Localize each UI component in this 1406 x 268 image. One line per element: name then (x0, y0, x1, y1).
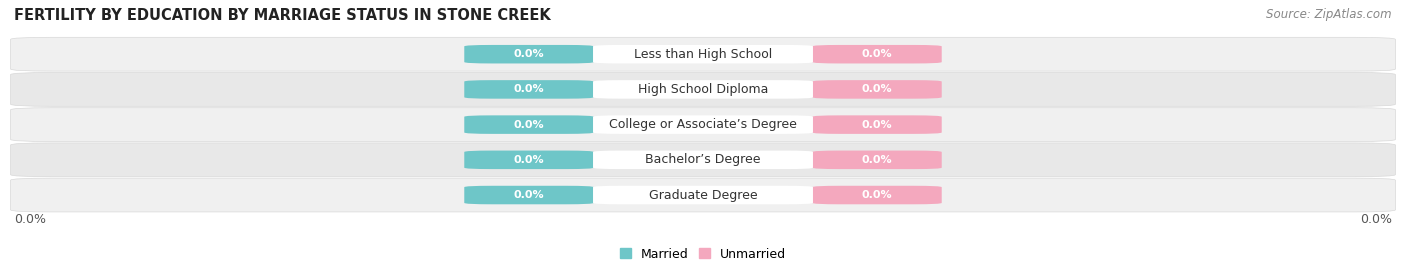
Text: 0.0%: 0.0% (513, 84, 544, 94)
Text: 0.0%: 0.0% (513, 190, 544, 200)
FancyBboxPatch shape (813, 151, 942, 169)
Text: 0.0%: 0.0% (862, 155, 893, 165)
FancyBboxPatch shape (10, 143, 1396, 177)
Text: Graduate Degree: Graduate Degree (648, 188, 758, 202)
Text: College or Associate’s Degree: College or Associate’s Degree (609, 118, 797, 131)
FancyBboxPatch shape (593, 45, 813, 64)
Text: 0.0%: 0.0% (513, 49, 544, 59)
Text: 0.0%: 0.0% (862, 120, 893, 130)
FancyBboxPatch shape (464, 115, 593, 134)
Text: 0.0%: 0.0% (862, 49, 893, 59)
FancyBboxPatch shape (813, 45, 942, 64)
FancyBboxPatch shape (464, 80, 593, 99)
FancyBboxPatch shape (464, 186, 593, 204)
Text: 0.0%: 0.0% (862, 84, 893, 94)
Text: 0.0%: 0.0% (513, 155, 544, 165)
FancyBboxPatch shape (593, 151, 813, 169)
FancyBboxPatch shape (464, 45, 593, 64)
FancyBboxPatch shape (813, 186, 942, 204)
Text: Bachelor’s Degree: Bachelor’s Degree (645, 153, 761, 166)
Text: High School Diploma: High School Diploma (638, 83, 768, 96)
Text: 0.0%: 0.0% (14, 213, 46, 226)
FancyBboxPatch shape (10, 108, 1396, 142)
Legend: Married, Unmarried: Married, Unmarried (614, 243, 792, 266)
FancyBboxPatch shape (593, 186, 813, 204)
FancyBboxPatch shape (10, 178, 1396, 212)
FancyBboxPatch shape (464, 151, 593, 169)
Text: 0.0%: 0.0% (513, 120, 544, 130)
FancyBboxPatch shape (813, 80, 942, 99)
Text: Source: ZipAtlas.com: Source: ZipAtlas.com (1267, 8, 1392, 21)
FancyBboxPatch shape (10, 73, 1396, 106)
FancyBboxPatch shape (593, 115, 813, 134)
Text: FERTILITY BY EDUCATION BY MARRIAGE STATUS IN STONE CREEK: FERTILITY BY EDUCATION BY MARRIAGE STATU… (14, 8, 551, 23)
FancyBboxPatch shape (10, 37, 1396, 71)
FancyBboxPatch shape (813, 115, 942, 134)
Text: Less than High School: Less than High School (634, 48, 772, 61)
Text: 0.0%: 0.0% (862, 190, 893, 200)
Text: 0.0%: 0.0% (1360, 213, 1392, 226)
FancyBboxPatch shape (593, 80, 813, 99)
